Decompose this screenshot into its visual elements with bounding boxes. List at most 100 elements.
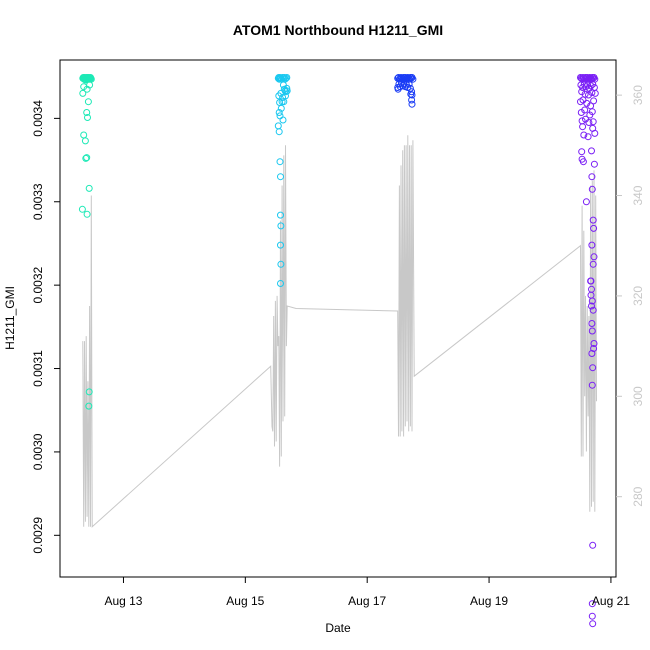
data-point-series-4 xyxy=(588,147,595,155)
x-tick-label: Aug 13 xyxy=(104,594,142,608)
data-point-series-2 xyxy=(277,280,284,287)
data-point-series-1 xyxy=(83,109,91,116)
y-tick-label: 0.0030 xyxy=(31,433,45,470)
data-point-series-4 xyxy=(587,277,595,285)
data-point-series-1 xyxy=(86,81,94,89)
data-point-series-4 xyxy=(584,133,592,141)
x-axis: Aug 13 Aug 15 Aug 17 Aug 19 Aug 21 xyxy=(104,577,630,608)
plot-frame xyxy=(59,59,617,578)
data-point-series-2 xyxy=(277,222,285,230)
data-point-series-4 xyxy=(587,82,595,90)
points-layer xyxy=(78,74,599,628)
data-point-series-4 xyxy=(591,129,599,137)
data-point-series-1 xyxy=(78,205,86,213)
data-point-series-4 xyxy=(584,81,592,89)
x-tick-label: Aug 21 xyxy=(592,594,630,608)
data-point-series-2 xyxy=(275,109,283,116)
data-point-series-4 xyxy=(588,320,596,327)
data-point-series-1 xyxy=(80,131,88,139)
data-point-series-1 xyxy=(81,137,89,145)
data-point-series-2 xyxy=(275,92,283,100)
chart-title: ATOM1 Northbound H1211_GMI xyxy=(233,22,443,38)
data-point-series-4 xyxy=(589,80,597,88)
y2-axis: 280 300 320 340 360 xyxy=(616,85,645,507)
data-point-series-4 xyxy=(578,148,586,156)
data-point-series-4 xyxy=(590,97,598,105)
data-point-series-4 xyxy=(590,345,598,352)
data-point-series-4 xyxy=(578,155,586,163)
data-point-series-4 xyxy=(590,340,598,347)
data-point-series-1 xyxy=(83,210,91,218)
secondary-series-line xyxy=(82,135,597,528)
data-point-series-3 xyxy=(405,80,413,88)
data-point-series-2 xyxy=(279,94,287,101)
data-point-series-1 xyxy=(85,388,93,396)
data-point-series-1 xyxy=(79,89,87,97)
y-axis-label: H1211_GMI xyxy=(3,286,17,350)
data-point-series-1 xyxy=(84,114,91,121)
data-point-series-4 xyxy=(590,160,598,168)
data-point-series-2 xyxy=(277,173,284,181)
data-point-series-2 xyxy=(283,74,291,81)
data-point-series-4 xyxy=(588,350,596,357)
data-point-series-4 xyxy=(588,612,596,620)
data-point-series-2 xyxy=(277,104,285,112)
x-tick-label: Aug 19 xyxy=(470,594,508,608)
data-point-series-3 xyxy=(408,91,416,99)
data-point-series-4 xyxy=(588,173,596,181)
data-point-series-4 xyxy=(589,260,597,268)
data-point-series-4 xyxy=(588,285,595,293)
data-point-series-3 xyxy=(407,90,415,98)
secondary-line-layer xyxy=(82,135,597,528)
data-point-series-2 xyxy=(275,128,283,136)
data-point-series-1 xyxy=(83,154,91,162)
data-point-series-4 xyxy=(590,253,598,261)
data-point-series-2 xyxy=(280,98,288,106)
data-point-series-2 xyxy=(283,87,291,95)
data-point-series-4 xyxy=(588,302,595,310)
data-point-series-1 xyxy=(82,154,90,162)
data-point-series-1 xyxy=(85,402,93,410)
data-point-series-4 xyxy=(582,198,590,206)
data-point-series-4 xyxy=(590,224,598,232)
data-point-series-2 xyxy=(277,260,285,268)
data-point-series-3 xyxy=(409,75,417,83)
data-point-series-4 xyxy=(591,89,599,97)
data-point-series-4 xyxy=(588,297,596,305)
y-tick-label: 0.0031 xyxy=(31,350,45,387)
data-point-series-4 xyxy=(586,74,594,81)
data-point-series-4 xyxy=(582,83,590,91)
data-point-series-2 xyxy=(279,81,287,89)
y-tick-label: 0.0033 xyxy=(31,183,45,220)
data-point-series-4 xyxy=(585,119,593,126)
y-tick-label: 0.0029 xyxy=(31,517,45,554)
y2-tick-label: 300 xyxy=(631,386,645,406)
y2-tick-label: 360 xyxy=(631,85,645,105)
x-axis-label: Date xyxy=(325,621,351,635)
data-point-series-4 xyxy=(588,327,596,335)
data-point-series-2 xyxy=(276,158,284,166)
y-axis: 0.0029 0.0030 0.0031 0.0032 0.0033 0.0034 xyxy=(31,100,60,554)
data-point-series-4 xyxy=(581,106,589,114)
data-point-series-4 xyxy=(589,620,597,628)
data-point-series-3 xyxy=(394,85,402,93)
data-point-series-4 xyxy=(589,541,597,549)
data-point-series-1 xyxy=(85,184,93,192)
data-point-series-4 xyxy=(588,600,596,608)
data-point-series-2 xyxy=(274,122,282,130)
x-tick-label: Aug 17 xyxy=(348,594,386,608)
data-point-series-2 xyxy=(283,84,291,92)
y2-tick-label: 340 xyxy=(631,185,645,205)
data-point-series-4 xyxy=(589,306,597,314)
data-point-series-2 xyxy=(282,74,290,82)
x-tick-label: Aug 15 xyxy=(226,594,264,608)
y-tick-label: 0.0032 xyxy=(31,266,45,303)
data-point-series-4 xyxy=(588,381,596,389)
data-point-series-4 xyxy=(580,131,588,139)
data-point-series-4 xyxy=(589,118,597,126)
data-point-series-2 xyxy=(279,116,287,124)
y-tick-label: 0.0034 xyxy=(31,100,45,137)
data-point-series-2 xyxy=(277,241,284,249)
data-point-series-4 xyxy=(588,89,596,96)
